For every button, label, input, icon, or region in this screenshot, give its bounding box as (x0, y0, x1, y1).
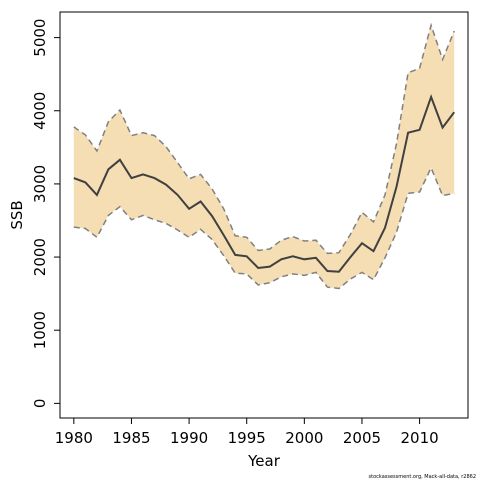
plot-frame (59, 11, 469, 419)
y-tick-label-1000: 1000 (31, 311, 49, 349)
confidence-band (73, 25, 455, 289)
x-tick-label-1995: 1995 (228, 429, 266, 447)
x-tick-label-2010: 2010 (400, 429, 438, 447)
x-axis: 1980 1985 1990 1995 2000 2005 2010 (55, 418, 439, 447)
y-axis: 0 1000 2000 3000 4000 5000 (31, 19, 60, 409)
ssb-estimate-line (73, 93, 455, 273)
y-tick-label-2000: 2000 (31, 238, 49, 276)
x-tick-label-2000: 2000 (285, 429, 323, 447)
x-tick-label-1985: 1985 (112, 429, 150, 447)
y-axis-title: SSB (8, 200, 26, 229)
y-tick-label-3000: 3000 (31, 165, 49, 203)
upper-bound-line (73, 22, 455, 255)
x-tick-label-1980: 1980 (55, 429, 93, 447)
x-tick-label-2005: 2005 (343, 429, 381, 447)
y-tick-label-4000: 4000 (31, 92, 49, 130)
x-axis-title: Year (247, 452, 281, 470)
y-tick-label-5000: 5000 (31, 19, 49, 57)
lower-bound-line (73, 165, 455, 290)
x-tick-label-1990: 1990 (170, 429, 208, 447)
footnote: stockassessment.org, Mack-all-data, r286… (369, 474, 476, 480)
y-tick-label-0: 0 (31, 399, 49, 409)
